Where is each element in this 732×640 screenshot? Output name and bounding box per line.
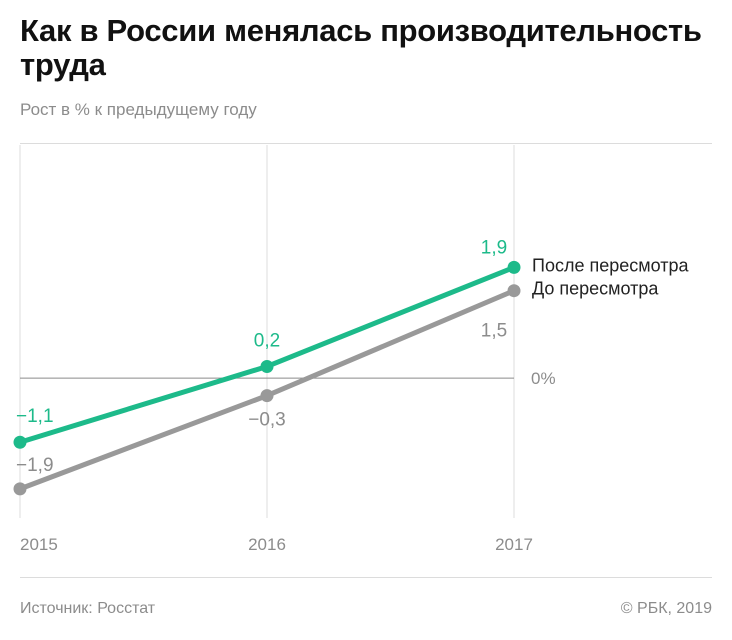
legend-label-0: После пересмотра xyxy=(532,255,689,275)
data-point-1-2 xyxy=(507,284,521,298)
copyright-note: © РБК, 2019 xyxy=(620,600,712,617)
x-tick-label-2016: 2016 xyxy=(248,535,286,554)
chart-title: Как в России менялась производительность… xyxy=(20,13,702,82)
zero-label: 0% xyxy=(531,369,556,388)
data-label-1-1: −0,3 xyxy=(248,410,286,431)
chart-subtitle: Рост в % к предыдущему году xyxy=(20,100,257,119)
data-point-0-1 xyxy=(260,359,274,373)
data-point-1-0 xyxy=(13,482,27,496)
x-tick-label-2015: 2015 xyxy=(20,535,58,554)
x-tick-label-2017: 2017 xyxy=(495,535,533,554)
data-label-0-1: 0,2 xyxy=(254,330,280,351)
data-point-0-0 xyxy=(13,435,27,449)
data-point-0-2 xyxy=(507,260,521,274)
legend-label-1: До пересмотра xyxy=(532,279,659,299)
source-note: Источник: Росстат xyxy=(20,600,156,617)
data-label-1-2: 1,5 xyxy=(481,321,507,342)
data-label-0-2: 1,9 xyxy=(481,237,507,258)
data-label-1-0: −1,9 xyxy=(16,455,54,476)
data-point-1-1 xyxy=(260,389,274,403)
data-label-0-0: −1,1 xyxy=(16,406,54,427)
bottom-divider xyxy=(20,577,712,578)
top-divider xyxy=(20,143,712,144)
